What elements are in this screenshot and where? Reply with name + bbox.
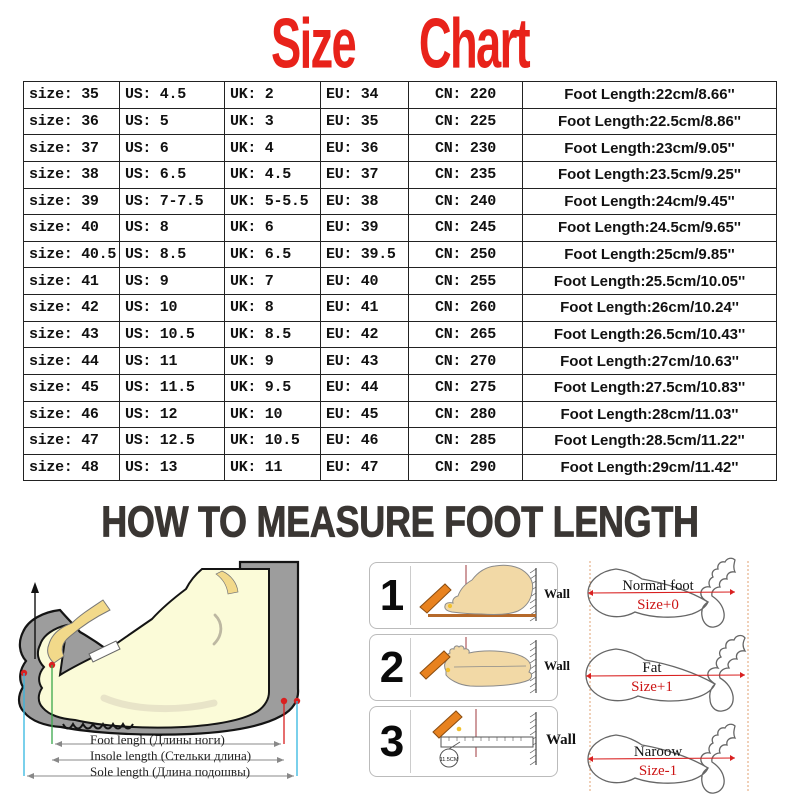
svg-text:11.5CM: 11.5CM <box>440 757 459 763</box>
svg-text:Wall: Wall <box>544 658 570 673</box>
svg-text:Naroow: Naroow <box>634 744 682 760</box>
svg-text:Size+1: Size+1 <box>631 679 673 695</box>
svg-text:Fat: Fat <box>642 660 662 676</box>
svg-text:Wall: Wall <box>546 732 576 748</box>
svg-text:Size-1: Size-1 <box>639 763 677 779</box>
svg-text:Size+0: Size+0 <box>637 597 679 613</box>
svg-text:Wall: Wall <box>544 586 570 601</box>
svg-text:Normal foot: Normal foot <box>622 578 693 594</box>
